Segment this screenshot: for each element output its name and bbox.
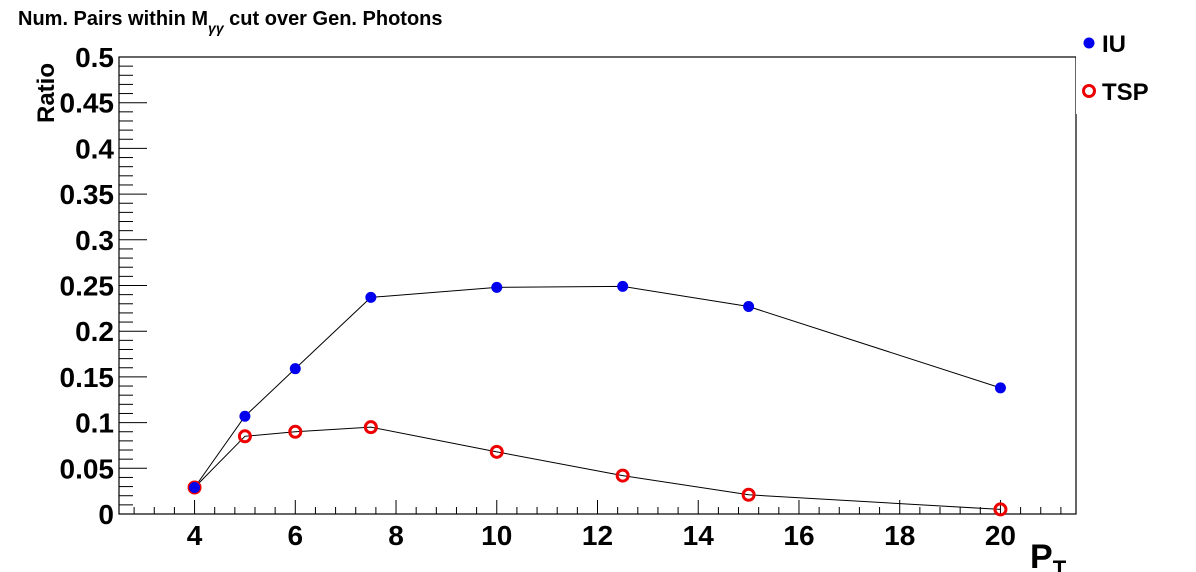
x-tick-label: 20 — [985, 520, 1016, 551]
plot-frame — [118, 56, 1077, 515]
chart-title: Num. Pairs within Mγγ cut over Gen. Phot… — [18, 8, 443, 36]
x-axis-label: PT — [1030, 538, 1067, 572]
legend-label-tsp: TSP — [1102, 79, 1149, 106]
point-tsp — [489, 444, 504, 459]
point-iu — [743, 301, 755, 313]
x-tick-label: 4 — [187, 520, 203, 551]
chart-title-subscript: γγ — [208, 20, 225, 36]
y-tick-label: 0.1 — [75, 408, 114, 439]
point-tsp — [741, 487, 756, 502]
y-tick-label: 0.5 — [75, 42, 114, 73]
y-tick-label: 0.4 — [75, 133, 114, 164]
point-iu — [189, 481, 201, 493]
x-tick-label: 14 — [683, 520, 715, 551]
x-tick-label: 8 — [388, 520, 404, 551]
y-tick-label: 0.25 — [60, 271, 115, 302]
y-tick-label: 0.3 — [75, 225, 114, 256]
y-tick-label: 0.45 — [60, 88, 115, 119]
x-tick-label: 16 — [783, 520, 814, 551]
y-tick-label: 0.2 — [75, 316, 114, 347]
point-tsp — [615, 468, 630, 483]
chart-title-tail: cut over Gen. Photons — [224, 8, 443, 30]
y-tick-label: 0.35 — [60, 179, 115, 210]
point-iu — [491, 281, 503, 293]
point-iu — [617, 280, 629, 292]
point-tsp — [993, 502, 1008, 517]
x-axis-label-main: P — [1030, 538, 1053, 572]
point-iu — [289, 363, 301, 375]
y-axis-label: Ratio — [33, 63, 60, 123]
legend-label-iu: IU — [1102, 31, 1126, 58]
point-iu — [994, 382, 1006, 394]
x-axis: 4 6 8 10 12 14 16 18 20 — [133, 500, 1062, 551]
point-tsp — [237, 429, 252, 444]
legend: IU TSP — [1076, 24, 1186, 114]
series-lines — [194, 285, 1001, 510]
point-iu — [239, 410, 251, 422]
x-tick-label: 10 — [481, 520, 512, 551]
chart-title-main: Num. Pairs within M — [18, 8, 208, 30]
x-tick-label: 18 — [884, 520, 915, 551]
point-iu — [365, 291, 377, 303]
legend-box — [1076, 24, 1186, 114]
x-axis-label-subscript: T — [1053, 556, 1067, 572]
point-tsp — [288, 424, 303, 439]
series-line-iu — [194, 285, 1001, 488]
y-tick-label: 0.15 — [60, 362, 115, 393]
legend-marker-iu — [1083, 37, 1095, 49]
point-tsp — [363, 420, 378, 435]
x-tick-label: 6 — [288, 520, 304, 551]
x-tick-label: 12 — [582, 520, 613, 551]
series-line-tsp — [194, 426, 1001, 510]
y-axis: 0 0.05 0.1 0.15 0.2 0.25 0.3 0.35 0.4 0.45 0.5 — [60, 42, 147, 530]
y-tick-label: 0 — [98, 499, 114, 530]
series-markers — [187, 280, 1008, 517]
legend-marker-tsp — [1082, 84, 1096, 98]
y-tick-label: 0.05 — [60, 453, 115, 484]
